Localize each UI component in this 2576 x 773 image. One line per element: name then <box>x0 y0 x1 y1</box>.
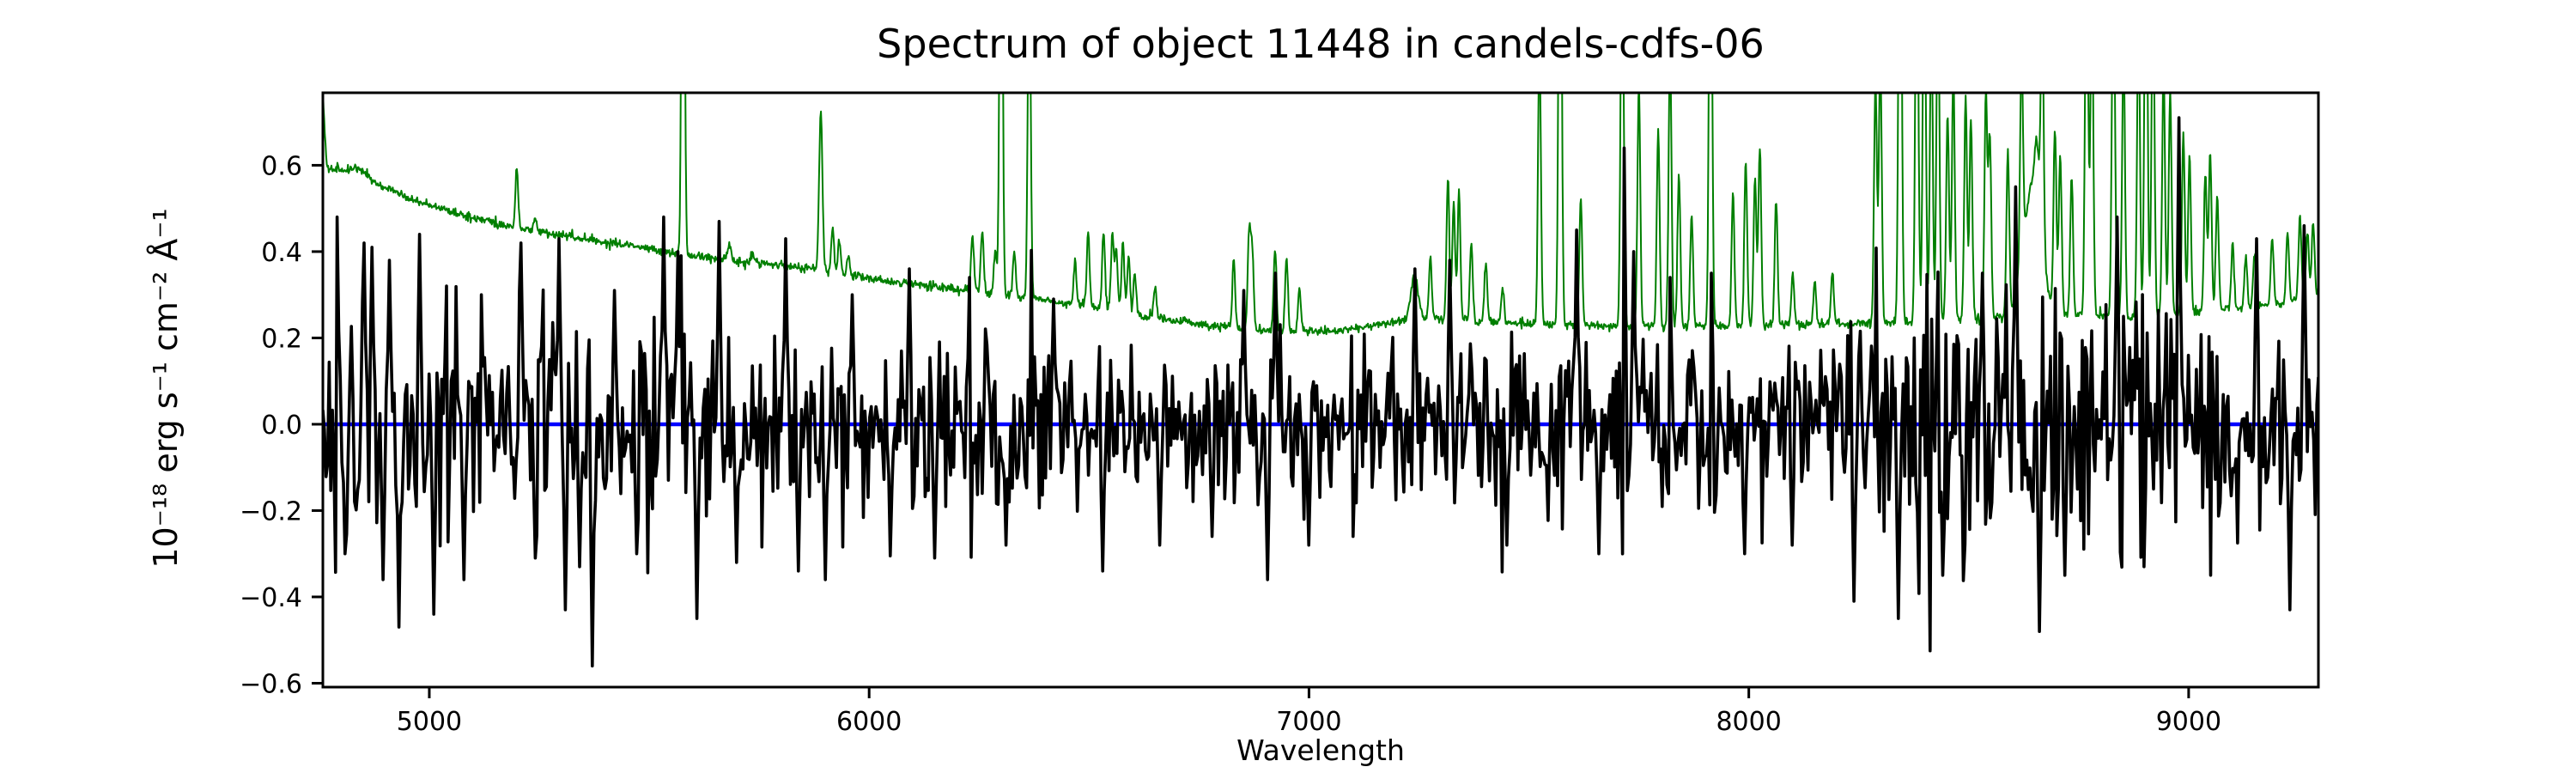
x-tick-label: 5000 <box>397 707 462 737</box>
x-tick-label: 8000 <box>1716 707 1781 737</box>
y-tick-label: 0.2 <box>261 324 302 354</box>
plot-data-region <box>323 93 2318 668</box>
y-tick-label: 0.0 <box>261 411 302 441</box>
y-tick-label: −0.2 <box>240 496 302 526</box>
axes-spines <box>321 91 2320 689</box>
y-tick-label: 0.6 <box>261 151 302 181</box>
y-tick-label: −0.4 <box>240 583 302 613</box>
y-tick-label: −0.6 <box>240 669 302 699</box>
y-tick-label: 0.4 <box>261 238 302 268</box>
x-tick-label: 9000 <box>2156 707 2221 737</box>
chart-title: Spectrum of object 11448 in candels-cdfs… <box>877 21 1765 67</box>
object-flux-line <box>323 116 2318 668</box>
x-axis-label: Wavelength <box>1236 733 1405 767</box>
x-tick-label: 6000 <box>836 707 902 737</box>
x-tick-label: 7000 <box>1276 707 1341 737</box>
sky-spectrum-line <box>323 93 2318 337</box>
